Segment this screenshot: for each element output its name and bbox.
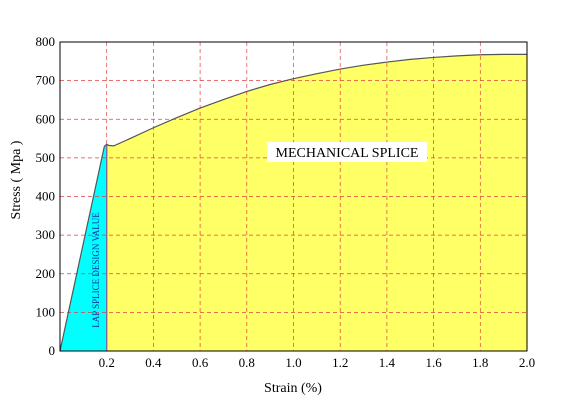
y-tick-label: 100 <box>36 304 56 319</box>
x-tick-label: 0.2 <box>99 355 115 370</box>
x-tick-label: 0.6 <box>192 355 209 370</box>
x-tick-label: 1.6 <box>425 355 442 370</box>
plot-frame <box>59 41 528 352</box>
y-tick-label: 700 <box>36 73 56 88</box>
y-tick-label: 400 <box>36 189 56 204</box>
x-tick-label: 1.2 <box>332 355 348 370</box>
y-tick-label: 300 <box>36 227 56 242</box>
region-mechanical-splice <box>106 54 527 352</box>
x-tick-label: 1.4 <box>379 355 396 370</box>
x-tick-label: 1.8 <box>472 355 488 370</box>
grid-lines <box>60 42 527 351</box>
mechanical-splice-label: MECHANICAL SPLICE <box>276 146 419 161</box>
y-axis-label: Stress ( Mpa ) <box>9 140 24 219</box>
mechanical-splice-label-bg <box>267 142 427 162</box>
y-tick-label: 600 <box>36 111 56 126</box>
x-axis-label: Strain (%) <box>264 381 322 396</box>
x-tick-label: 1.0 <box>285 355 301 370</box>
stress-strain-curve <box>59 53 527 352</box>
x-tick-label: 2.0 <box>519 355 535 370</box>
x-tick-label: 0.4 <box>145 355 162 370</box>
y-tick-labels: 0 100 200 300 400 500 600 700 800 <box>36 34 56 358</box>
curve-layer <box>59 53 527 352</box>
y-tick-label: 0 <box>49 343 56 358</box>
x-tick-label: 0.8 <box>239 355 255 370</box>
y-tick-label: 800 <box>36 34 56 49</box>
x-tick-labels: 0.2 0.4 0.6 0.8 1.0 1.2 1.4 1.6 1.8 2.0 <box>99 355 536 370</box>
y-tick-label: 500 <box>36 150 56 165</box>
y-tick-label: 200 <box>36 266 56 281</box>
lap-splice-label: LAP SPLICE DESIGN VALUE <box>91 212 101 328</box>
